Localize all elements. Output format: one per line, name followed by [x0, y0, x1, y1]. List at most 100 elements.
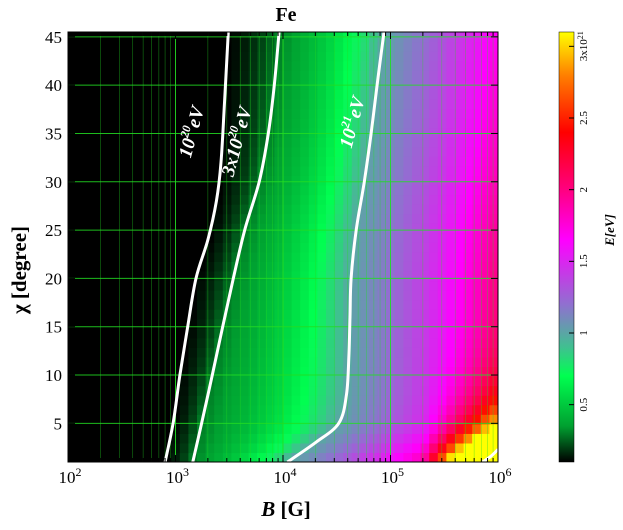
heatmap-cell	[240, 242, 250, 253]
heatmap-cell	[76, 223, 86, 234]
heatmap-cell	[257, 261, 267, 272]
heatmap-cell	[394, 251, 404, 262]
heatmap-cell	[412, 395, 422, 406]
heatmap-cell	[145, 204, 155, 215]
heatmap-cell	[248, 376, 258, 387]
heatmap-cell	[85, 223, 95, 234]
heatmap-cell	[265, 356, 275, 368]
heatmap-cell	[463, 60, 473, 71]
heatmap-cell	[420, 41, 430, 52]
heatmap-cell	[85, 51, 95, 62]
heatmap-cell	[326, 51, 336, 62]
heatmap-cell	[283, 146, 293, 157]
colorbar-tick-label: 0.5	[578, 397, 590, 411]
heatmap-cell	[145, 290, 155, 301]
heatmap-cell	[231, 98, 241, 110]
heatmap-cell	[274, 309, 284, 320]
heatmap-cell	[455, 108, 465, 119]
heatmap-cell	[480, 452, 490, 462]
heatmap-cell	[222, 194, 232, 205]
heatmap-cell	[188, 232, 198, 243]
heatmap-cell	[334, 60, 344, 71]
heatmap-cell	[463, 452, 473, 462]
heatmap-cell	[68, 251, 78, 262]
heatmap-cell	[85, 98, 95, 110]
heatmap-cell	[93, 347, 103, 358]
heatmap-cell	[489, 366, 498, 377]
heatmap-cell	[420, 261, 430, 272]
heatmap-cell	[300, 70, 310, 81]
heatmap-cell	[188, 156, 198, 167]
heatmap-cell	[240, 251, 250, 262]
x-tick-base: 10	[59, 468, 76, 487]
heatmap-cell	[300, 318, 310, 329]
heatmap-cell	[265, 223, 275, 234]
heatmap-cell	[274, 60, 284, 71]
heatmap-cell	[119, 328, 129, 339]
heatmap-cell	[420, 242, 430, 253]
heatmap-cell	[300, 366, 310, 377]
heatmap-cell	[334, 51, 344, 62]
heatmap-cell	[188, 376, 198, 387]
heatmap-cell	[394, 204, 404, 215]
heatmap-cell	[455, 395, 465, 406]
heatmap-cell	[274, 204, 284, 215]
heatmap-cell	[480, 347, 490, 358]
heatmap-cell	[317, 156, 327, 167]
heatmap-cell	[179, 137, 189, 148]
heatmap-cell	[394, 452, 404, 462]
heatmap-cell	[240, 204, 250, 215]
heatmap-cell	[317, 404, 327, 415]
heatmap-cell	[257, 299, 267, 310]
heatmap-cell	[76, 70, 86, 81]
heatmap-cell	[257, 194, 267, 205]
heatmap-cell	[300, 146, 310, 157]
heatmap-cell	[394, 242, 404, 253]
heatmap-cell	[412, 175, 422, 186]
heatmap-cell	[394, 146, 404, 157]
heatmap-cell	[403, 337, 413, 348]
heatmap-cell	[283, 232, 293, 243]
heatmap-cell	[480, 127, 490, 138]
heatmap-cell	[222, 376, 232, 387]
heatmap-cell	[429, 137, 439, 148]
heatmap-cell	[93, 414, 103, 425]
heatmap-cell	[420, 337, 430, 348]
heatmap-cell	[111, 213, 121, 224]
heatmap-cell	[257, 270, 267, 282]
heatmap-cell	[351, 118, 361, 129]
heatmap-cell	[222, 127, 232, 138]
heatmap-cell	[317, 318, 327, 329]
heatmap-cell	[334, 270, 344, 282]
heatmap-cell	[257, 376, 267, 387]
heatmap-cell	[188, 194, 198, 205]
heatmap-cell	[472, 328, 482, 339]
heatmap-cell	[205, 146, 215, 157]
heatmap-cell	[179, 98, 189, 110]
heatmap-cell	[248, 89, 258, 100]
heatmap-cell	[446, 337, 456, 348]
heatmap-cell	[68, 165, 78, 176]
heatmap-cell	[463, 385, 473, 396]
heatmap-cell	[394, 89, 404, 100]
heatmap-cell	[429, 146, 439, 157]
heatmap-cell	[360, 232, 370, 243]
heatmap-cell	[205, 242, 215, 253]
heatmap-cell	[420, 309, 430, 320]
heatmap-cell	[463, 337, 473, 348]
heatmap-cell	[308, 309, 318, 320]
heatmap-cell	[480, 51, 490, 62]
heatmap-cell	[489, 242, 498, 253]
heatmap-cell	[360, 213, 370, 224]
heatmap-cell	[283, 261, 293, 272]
heatmap-cell	[360, 290, 370, 301]
heatmap-cell	[429, 70, 439, 81]
heatmap-cell	[360, 70, 370, 81]
heatmap-cell	[248, 204, 258, 215]
heatmap-cell	[248, 318, 258, 329]
heatmap-cell	[68, 127, 78, 138]
heatmap-cell	[205, 108, 215, 119]
heatmap-cell	[102, 175, 112, 186]
heatmap-cell	[403, 423, 413, 434]
heatmap-cell	[111, 433, 121, 444]
